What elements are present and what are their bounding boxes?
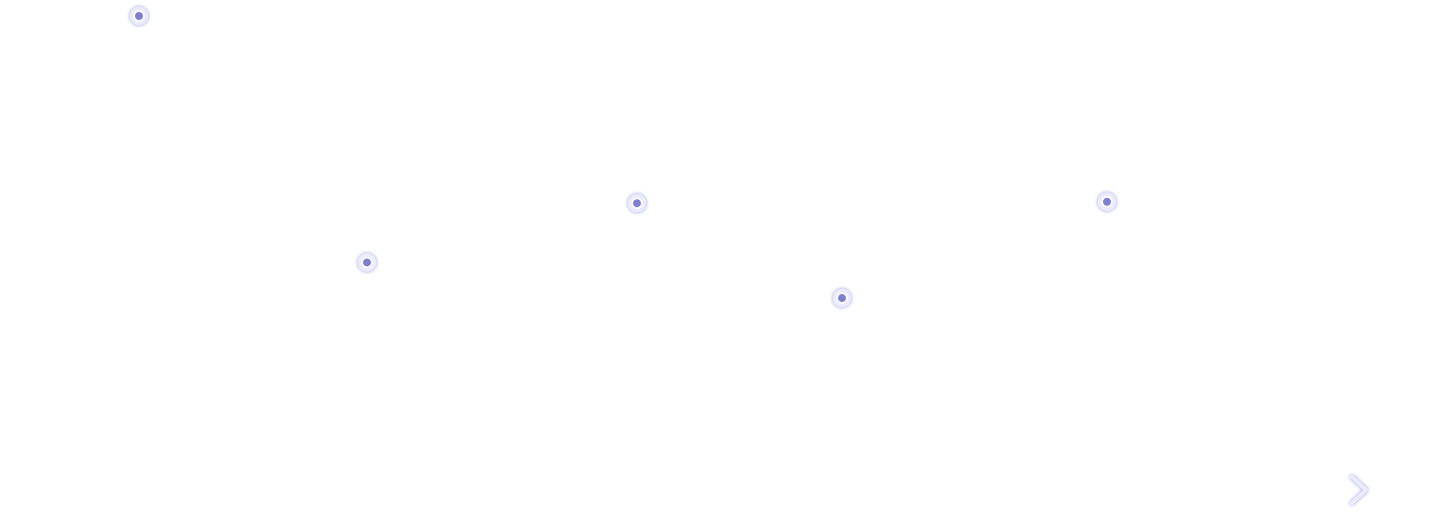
stem-marker-dot bbox=[633, 199, 641, 208]
x-axis bbox=[0, 475, 1440, 505]
stem-2 bbox=[357, 253, 377, 492]
stem-marker-dot bbox=[363, 258, 371, 267]
stem-5 bbox=[1097, 192, 1117, 492]
stem-4 bbox=[832, 288, 852, 492]
stem-3 bbox=[627, 193, 647, 492]
stem-marker-dot bbox=[135, 12, 143, 20]
stems bbox=[129, 6, 1117, 492]
stem-1 bbox=[129, 6, 149, 492]
stem-marker-dot bbox=[838, 294, 846, 303]
stem-marker-dot bbox=[1103, 197, 1111, 206]
chevron-right-icon bbox=[1350, 475, 1368, 505]
